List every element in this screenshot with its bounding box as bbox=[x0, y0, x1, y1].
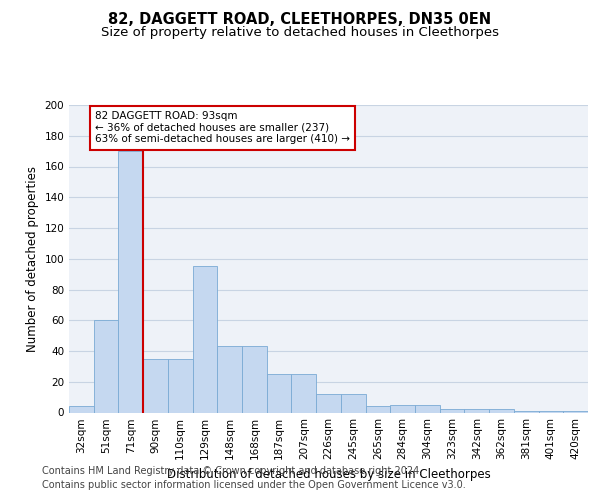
Bar bbox=[464, 410, 489, 412]
Text: Contains public sector information licensed under the Open Government Licence v3: Contains public sector information licen… bbox=[42, 480, 466, 490]
Text: 82, DAGGETT ROAD, CLEETHORPES, DN35 0EN: 82, DAGGETT ROAD, CLEETHORPES, DN35 0EN bbox=[109, 12, 491, 28]
Bar bbox=[193, 266, 217, 412]
Bar bbox=[267, 374, 292, 412]
X-axis label: Distribution of detached houses by size in Cleethorpes: Distribution of detached houses by size … bbox=[167, 468, 490, 481]
Bar bbox=[94, 320, 118, 412]
Bar bbox=[390, 405, 415, 412]
Bar bbox=[415, 405, 440, 412]
Bar bbox=[316, 394, 341, 412]
Bar bbox=[143, 358, 168, 412]
Bar bbox=[242, 346, 267, 412]
Bar bbox=[539, 411, 563, 412]
Bar bbox=[341, 394, 365, 412]
Bar bbox=[514, 411, 539, 412]
Text: Size of property relative to detached houses in Cleethorpes: Size of property relative to detached ho… bbox=[101, 26, 499, 39]
Bar bbox=[365, 406, 390, 412]
Bar bbox=[69, 406, 94, 412]
Bar bbox=[440, 410, 464, 412]
Text: Contains HM Land Registry data © Crown copyright and database right 2024.: Contains HM Land Registry data © Crown c… bbox=[42, 466, 422, 476]
Bar bbox=[563, 411, 588, 412]
Bar bbox=[168, 358, 193, 412]
Bar bbox=[217, 346, 242, 412]
Text: 82 DAGGETT ROAD: 93sqm
← 36% of detached houses are smaller (237)
63% of semi-de: 82 DAGGETT ROAD: 93sqm ← 36% of detached… bbox=[95, 111, 350, 144]
Y-axis label: Number of detached properties: Number of detached properties bbox=[26, 166, 39, 352]
Bar bbox=[292, 374, 316, 412]
Bar bbox=[118, 151, 143, 412]
Bar bbox=[489, 410, 514, 412]
